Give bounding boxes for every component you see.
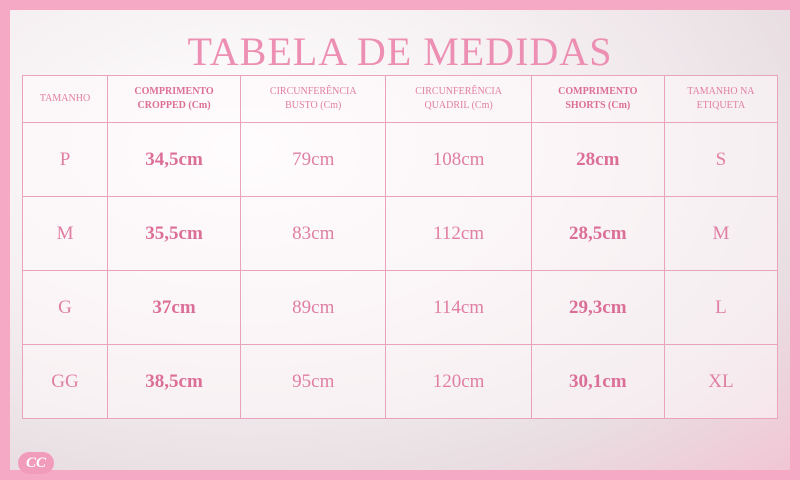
table-cell: 83cm (240, 196, 387, 271)
table-cell: 34,5cm (107, 122, 242, 197)
table-cell: XL (663, 344, 779, 419)
table-cell: 35,5cm (107, 196, 242, 271)
table-cell: P (21, 122, 109, 197)
table-cell: 38,5cm (107, 344, 242, 419)
table-cell: 120cm (385, 344, 532, 419)
header-cell: TAMANHO (21, 75, 109, 123)
header-cell: TAMANHO NA ETIQUETA (663, 75, 779, 123)
logo: CC (18, 452, 54, 474)
header-text: QUADRIL (Cm) (424, 100, 493, 111)
header-text: COMPRIMENTO (558, 86, 638, 97)
header-cell: COMPRIMENTO SHORTS (Cm) (530, 75, 665, 123)
table-row: G 37cm 89cm 114cm 29,3cm L (21, 270, 779, 345)
table-cell: 79cm (240, 122, 387, 197)
table-row: P 34,5cm 79cm 108cm 28cm S (21, 122, 779, 197)
header-text: CROPPED (Cm) (137, 100, 211, 111)
table-cell: 29,3cm (530, 270, 665, 345)
table-row: GG 38,5cm 95cm 120cm 30,1cm XL (21, 344, 779, 419)
header-cell: CIRCUNFERÊNCIA BUSTO (Cm) (240, 75, 387, 123)
table-cell: 28,5cm (530, 196, 665, 271)
table-cell: 37cm (107, 270, 242, 345)
table-cell: S (663, 122, 779, 197)
table-cell: M (663, 196, 779, 271)
title: TABELA DE MEDIDAS (187, 29, 613, 74)
header-row: TAMANHO COMPRIMENTO CROPPED (Cm) CIRCUNFERÊ… (21, 75, 779, 123)
table-cell: 95cm (240, 344, 387, 419)
header-text: CIRCUNFERÊNCIA (269, 86, 357, 97)
table-cell: M (21, 196, 109, 271)
table-row: M 35,5cm 83cm 112cm 28,5cm M (21, 196, 779, 271)
table-cell: 112cm (385, 196, 532, 271)
header-text: TAMANHO (39, 93, 91, 104)
table-cell: 28cm (530, 122, 665, 197)
header-text: ETIQUETA (696, 100, 746, 111)
header-text: BUSTO (Cm) (285, 100, 342, 111)
table-cell: 108cm (385, 122, 532, 197)
header-cell: COMPRIMENTO CROPPED (Cm) (107, 75, 242, 123)
header-text: CIRCUNFERÊNCIA (415, 86, 502, 97)
header-cell: CIRCUNFERÊNCIA QUADRIL (Cm) (385, 75, 532, 123)
header-text: SHORTS (Cm) (565, 100, 631, 111)
table-cell: 89cm (240, 270, 387, 345)
table-cell: 30,1cm (530, 344, 665, 419)
header-text: COMPRIMENTO (134, 86, 214, 97)
header-text: TAMANHO NA (687, 86, 755, 97)
table-cell: G (21, 270, 109, 345)
table-cell: L (663, 270, 779, 345)
size-table: TAMANHO COMPRIMENTO CROPPED (Cm) CIRCUNFERÊ… (21, 75, 779, 419)
table-cell: 114cm (385, 270, 532, 345)
table-cell: GG (21, 344, 109, 419)
